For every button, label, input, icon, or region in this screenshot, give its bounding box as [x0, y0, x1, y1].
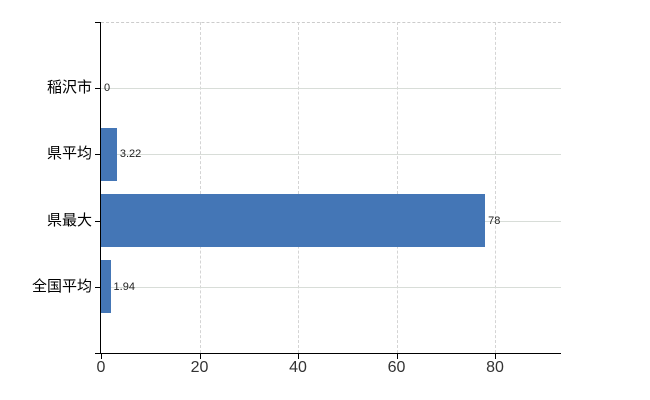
bar-value-label: 0: [104, 82, 111, 95]
x-axis-tick: [298, 353, 299, 359]
x-axis-tick: [495, 353, 496, 359]
y-axis-tick: [95, 154, 100, 156]
y-axis-tick: [95, 286, 100, 288]
x-tick-label: 60: [387, 359, 406, 376]
h-gridline: [101, 88, 561, 90]
x-axis-tick: [199, 353, 201, 359]
y-axis-tick: [95, 220, 100, 222]
x-tick-label: 40: [289, 359, 307, 376]
h-gridline: [101, 154, 561, 156]
x-axis-tick: [101, 353, 102, 359]
h-gridline: [101, 286, 561, 288]
bar-value-label: 1.94: [113, 280, 135, 293]
y-axis-tick: [95, 353, 100, 354]
bar-value-label: 3.22: [119, 148, 142, 161]
v-gridline: [199, 22, 201, 353]
category-label: 全国平均: [31, 277, 92, 295]
x-axis-tick: [396, 353, 398, 359]
bar: [101, 194, 486, 248]
v-gridline: [396, 22, 398, 353]
bar: [101, 260, 111, 314]
bar: [101, 127, 117, 181]
plot-area: 0 3.22 78 1.94: [95, 22, 561, 359]
v-gridline: [298, 22, 299, 353]
category-label: 稲沢市: [46, 78, 92, 96]
plot-top-border: [101, 22, 561, 23]
x-tick-label: 20: [190, 359, 209, 376]
y-axis-tick: [95, 22, 100, 23]
category-label: 県平均: [46, 145, 92, 163]
x-tick-label: 80: [486, 359, 504, 376]
v-gridline: [495, 22, 496, 353]
x-tick-label: 0: [96, 359, 106, 376]
category-label: 県最大: [46, 211, 92, 229]
y-axis-tick: [95, 88, 100, 90]
bar-value-label: 78: [488, 214, 501, 227]
